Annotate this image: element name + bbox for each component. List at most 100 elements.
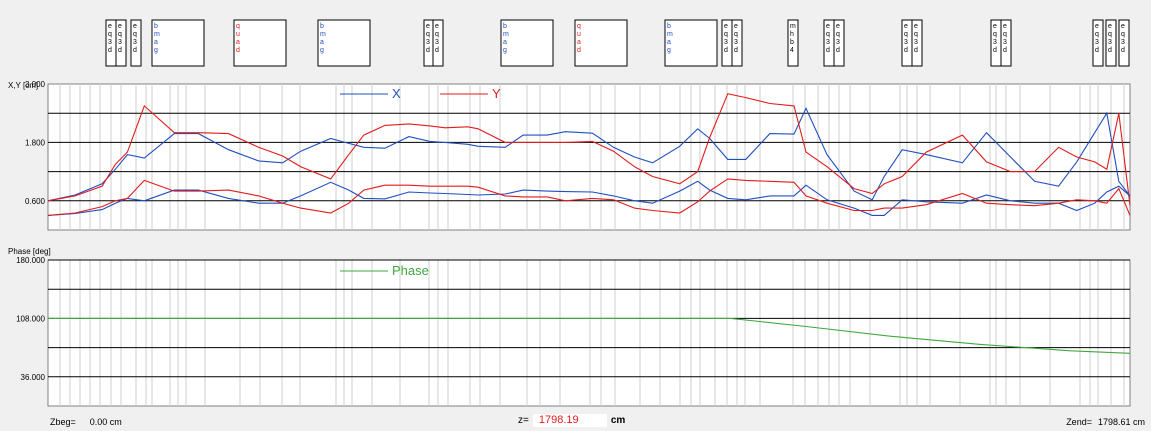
element-char: 3 bbox=[836, 39, 840, 46]
element-char: d bbox=[1003, 47, 1007, 54]
element-char: g bbox=[154, 47, 158, 54]
element-char: g bbox=[503, 47, 507, 54]
phase-plot-area bbox=[47, 259, 1131, 407]
element-char: m bbox=[667, 31, 673, 38]
element-char: d bbox=[724, 47, 728, 54]
element-char: 3 bbox=[826, 39, 830, 46]
phase-element-markers bbox=[59, 260, 1125, 406]
element-char: a bbox=[320, 39, 324, 46]
element-char: e bbox=[993, 23, 997, 30]
element-char: d bbox=[734, 47, 738, 54]
element-char: q bbox=[435, 31, 439, 38]
element-char: b bbox=[320, 23, 324, 30]
xy-plot-area bbox=[47, 83, 1131, 231]
element-char: q bbox=[236, 23, 240, 30]
element-char: q bbox=[1108, 31, 1112, 38]
xy-tick-labels: 3.000 1.800 0.600 bbox=[25, 80, 46, 206]
legend-label: X bbox=[392, 86, 401, 101]
element-char: a bbox=[154, 39, 158, 46]
element-char: e bbox=[904, 23, 908, 30]
phase-series-group bbox=[48, 317, 1131, 354]
zend-value: 1798.61 cm bbox=[1097, 417, 1145, 427]
element-char: q bbox=[426, 31, 430, 38]
element-char: d bbox=[426, 47, 430, 54]
element-char: e bbox=[826, 23, 830, 30]
element-char: m bbox=[790, 23, 796, 30]
zend-readout: Zend= 1798.61 cm bbox=[1066, 417, 1145, 427]
element-char: 3 bbox=[133, 39, 137, 46]
xy-gridlines bbox=[48, 112, 1130, 202]
zbeg-label: Zbeg= bbox=[50, 417, 76, 427]
phase-legend: Phase bbox=[340, 263, 429, 278]
element-char: q bbox=[904, 31, 908, 38]
element-char: 3 bbox=[993, 39, 997, 46]
element-char: m bbox=[320, 31, 326, 38]
element-char: q bbox=[118, 31, 122, 38]
element-char: 3 bbox=[734, 39, 738, 46]
element-char: 3 bbox=[426, 39, 430, 46]
element-char: e bbox=[734, 23, 738, 30]
element-char: e bbox=[426, 23, 430, 30]
zbeg-value: 0.00 cm bbox=[89, 417, 122, 427]
element-char: u bbox=[577, 31, 581, 38]
element-char: e bbox=[118, 23, 122, 30]
element-char: d bbox=[904, 47, 908, 54]
zend-label: Zend= bbox=[1066, 417, 1092, 427]
element-char: d bbox=[236, 47, 240, 54]
series-line-x bbox=[47, 106, 1131, 202]
y-tick-label: 1.800 bbox=[25, 138, 46, 147]
xy-series-group bbox=[47, 93, 1131, 216]
y-tick-label: 3.000 bbox=[25, 80, 46, 89]
element-char: e bbox=[1108, 23, 1112, 30]
element-char: d bbox=[1108, 47, 1112, 54]
element-char: a bbox=[667, 39, 671, 46]
element-char: e bbox=[435, 23, 439, 30]
y-tick-label: 180.000 bbox=[16, 256, 45, 265]
element-char: b bbox=[154, 23, 158, 30]
element-char: 3 bbox=[724, 39, 728, 46]
element-char: d bbox=[133, 47, 137, 54]
element-char: q bbox=[826, 31, 830, 38]
z-unit: cm bbox=[610, 415, 626, 427]
element-char: q bbox=[836, 31, 840, 38]
element-char: d bbox=[836, 47, 840, 54]
element-char: q bbox=[133, 31, 137, 38]
element-char: 3 bbox=[914, 39, 918, 46]
legend-label: Y bbox=[492, 86, 501, 101]
element-char: m bbox=[503, 31, 509, 38]
z-value-field[interactable]: 1798.19 bbox=[532, 414, 607, 427]
element-char: 3 bbox=[118, 39, 122, 46]
z-label: z= bbox=[518, 415, 529, 427]
element-char: b bbox=[790, 39, 794, 46]
element-char: q bbox=[914, 31, 918, 38]
element-char: d bbox=[435, 47, 439, 54]
y-tick-label: 36.000 bbox=[21, 373, 46, 382]
element-char: b bbox=[503, 23, 507, 30]
element-char: 3 bbox=[1003, 39, 1007, 46]
element-char: d bbox=[108, 47, 112, 54]
